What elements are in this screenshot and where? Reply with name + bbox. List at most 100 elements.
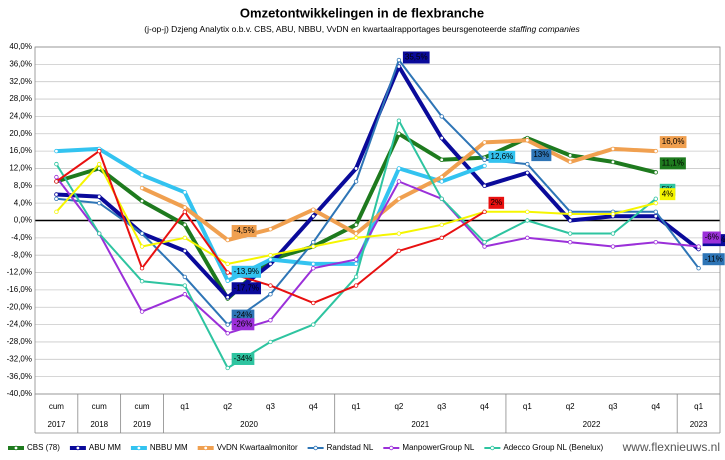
data-point <box>396 131 402 136</box>
data-point <box>182 205 188 210</box>
data-point <box>396 248 402 254</box>
data-point <box>97 161 102 167</box>
data-label: -26% <box>231 318 255 331</box>
data-point <box>139 266 145 271</box>
data-point <box>610 211 616 217</box>
data-point <box>525 138 530 143</box>
y-tick-label: 4,0% <box>14 198 32 207</box>
legend-label: ManpowerGroup NL <box>402 443 475 452</box>
data-label: 13% <box>531 149 552 162</box>
data-point <box>396 196 402 202</box>
data-point <box>653 170 658 175</box>
series-line <box>56 59 700 326</box>
plot-border <box>34 46 721 395</box>
y-tick-label: 8,0% <box>14 181 32 190</box>
data-point <box>482 163 487 169</box>
x-tick-label: q3 <box>609 402 618 411</box>
y-tick-label: -16,0% <box>7 285 32 294</box>
x-tick-label: q4 <box>651 402 660 411</box>
data-label: 4% <box>659 188 676 201</box>
data-label: -11% <box>702 253 725 266</box>
data-label-box <box>702 253 725 266</box>
y-tick-label: -40,0% <box>7 389 32 398</box>
y-tick-label: -4,0% <box>11 233 32 242</box>
data-point <box>54 174 59 180</box>
x-tick-label: q1 <box>180 402 189 411</box>
data-label-box <box>531 149 552 162</box>
data-point <box>54 179 59 184</box>
data-point <box>311 239 316 245</box>
subtitle-text: (j-op-j) Dzjeng Analytix o.b.v. CBS, ABU… <box>144 24 506 34</box>
data-point <box>653 239 658 245</box>
data-label-box <box>231 282 262 295</box>
data-label-box <box>231 265 262 278</box>
data-label: 11,1% <box>659 157 686 170</box>
data-point <box>225 295 230 300</box>
data-point <box>54 192 59 197</box>
data-point <box>439 157 444 162</box>
data-point <box>182 190 188 195</box>
data-point <box>353 222 359 228</box>
data-label-box <box>402 51 430 64</box>
data-point <box>353 283 359 288</box>
data-point <box>439 179 444 184</box>
x-tick-label: q3 <box>437 402 446 411</box>
data-point <box>182 235 188 241</box>
data-point <box>525 218 530 223</box>
data-point <box>567 218 573 223</box>
data-point <box>182 248 188 254</box>
data-point <box>482 239 487 245</box>
data-point <box>696 244 701 249</box>
data-point <box>567 231 573 236</box>
data-point <box>439 235 444 241</box>
data-label-text: -6% <box>705 233 719 242</box>
x-tick-label: q1 <box>352 402 361 411</box>
chart-title: Omzetontwikkelingen in de flexbranche <box>240 5 484 20</box>
data-point <box>311 244 316 249</box>
data-point <box>225 331 230 336</box>
data-point <box>439 222 444 228</box>
x-tick-label: q3 <box>266 402 275 411</box>
data-label-text: 13% <box>533 150 549 159</box>
data-point <box>54 209 59 215</box>
legend-label: NBBU MM <box>150 443 188 452</box>
data-label-text: -13,9% <box>234 267 259 276</box>
x-group-label: 2021 <box>411 420 429 429</box>
data-point <box>311 213 316 219</box>
data-point <box>396 118 402 123</box>
data-point <box>182 274 188 280</box>
data-point <box>353 257 359 262</box>
y-tick-label: -12,0% <box>7 268 32 277</box>
data-point <box>139 231 145 236</box>
legend-marker <box>313 445 318 451</box>
y-tick-label: -8,0% <box>11 250 32 259</box>
chart-subtitle: (j-op-j) Dzjeng Analytix o.b.v. CBS, ABU… <box>144 24 580 34</box>
data-label: -17,7% <box>231 282 262 295</box>
y-tick-label: 20,0% <box>9 129 32 138</box>
data-point <box>567 239 573 245</box>
data-point <box>396 179 402 184</box>
y-tick-label: -28,0% <box>7 337 32 346</box>
data-point <box>482 244 487 249</box>
data-point <box>268 252 273 258</box>
data-point <box>653 200 658 206</box>
legend-label: ABU MM <box>89 443 121 452</box>
data-point <box>225 270 230 275</box>
y-tick-label: -36,0% <box>7 372 32 381</box>
watermark: www.flexnieuws.nl <box>622 440 720 454</box>
data-label-box <box>488 196 505 209</box>
data-label-text: 16,0% <box>662 137 685 146</box>
legend-marker <box>136 445 142 451</box>
x-tick-label: q1 <box>694 402 703 411</box>
data-point <box>97 231 102 236</box>
x-tick-label: q4 <box>480 402 489 411</box>
y-tick-label: -20,0% <box>7 302 32 311</box>
data-point <box>268 226 273 232</box>
x-group-label: 2018 <box>90 420 108 429</box>
data-point <box>268 318 273 323</box>
legend-label: VvDN Kwartaalmonitor <box>217 443 298 452</box>
data-point <box>482 209 487 215</box>
data-point <box>225 278 230 283</box>
